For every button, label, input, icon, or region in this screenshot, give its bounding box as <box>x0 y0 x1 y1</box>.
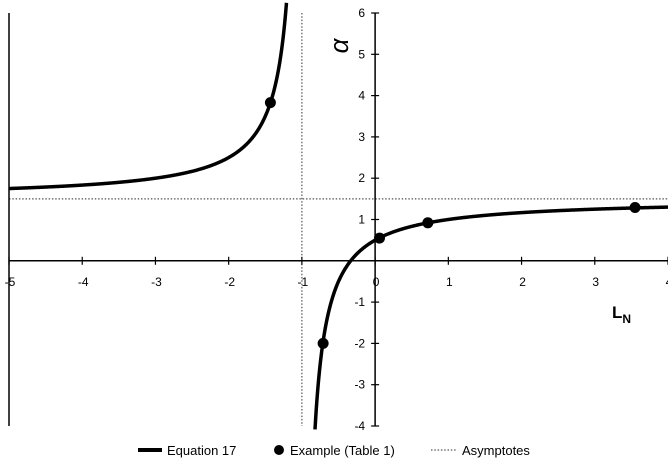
y-tick-label: 1 <box>358 213 365 227</box>
y-axis-label: α <box>324 37 354 53</box>
x-tick-label: -5 <box>5 275 16 289</box>
point-layer <box>264 97 641 349</box>
x-tick-label: -3 <box>151 275 162 289</box>
x-tick-label: -2 <box>224 275 235 289</box>
legend-label-equation: Equation 17 <box>167 443 236 458</box>
curve-left-branch <box>7 2 289 191</box>
y-tick-label: 6 <box>358 6 365 20</box>
tick-labels: -5 -4 -3 -2 -1 0 1 2 3 4 -4 -3 -2 -1 1 2 3 4 5 6 <box>5 6 668 433</box>
example-point <box>374 232 386 244</box>
plot-area <box>9 13 668 426</box>
curve-right-branch <box>313 205 668 430</box>
x-tick-label: 4 <box>666 275 668 289</box>
asymptote-lines <box>9 13 668 426</box>
x-tick-label: 1 <box>446 275 453 289</box>
example-point <box>422 217 434 229</box>
y-tick-label: -1 <box>354 295 365 309</box>
axes <box>8 12 668 427</box>
curve-layer <box>7 2 668 430</box>
example-point <box>629 202 641 214</box>
y-tick-label: -3 <box>354 378 365 392</box>
y-tick-label: -4 <box>354 419 365 433</box>
svg-text:LN: LN <box>612 303 631 326</box>
y-tick-label: 2 <box>358 171 365 185</box>
y-tick-label: 3 <box>358 130 365 144</box>
legend: Equation 17 Example (Table 1) Asymptotes <box>138 443 530 458</box>
y-axis-label-text: α <box>324 37 354 53</box>
y-tick-label: -2 <box>354 336 365 350</box>
x-tick-label: 3 <box>592 275 599 289</box>
x-tick-label: -1 <box>298 275 309 289</box>
x-tick-label: 0 <box>373 275 380 289</box>
x-axis-label: LN <box>612 303 631 326</box>
x-axis-label-main: L <box>612 303 622 322</box>
x-axis-label-sub: N <box>622 312 631 326</box>
legend-label-example: Example (Table 1) <box>290 443 395 458</box>
x-tick-label: -4 <box>78 275 89 289</box>
legend-marker-swatch <box>274 445 284 455</box>
example-point <box>317 337 329 349</box>
y-tick-label: 4 <box>358 89 365 103</box>
y-tick-label: 5 <box>358 47 365 61</box>
example-point <box>264 97 276 109</box>
x-tick-label: 2 <box>519 275 526 289</box>
legend-label-asymptotes: Asymptotes <box>462 443 530 458</box>
